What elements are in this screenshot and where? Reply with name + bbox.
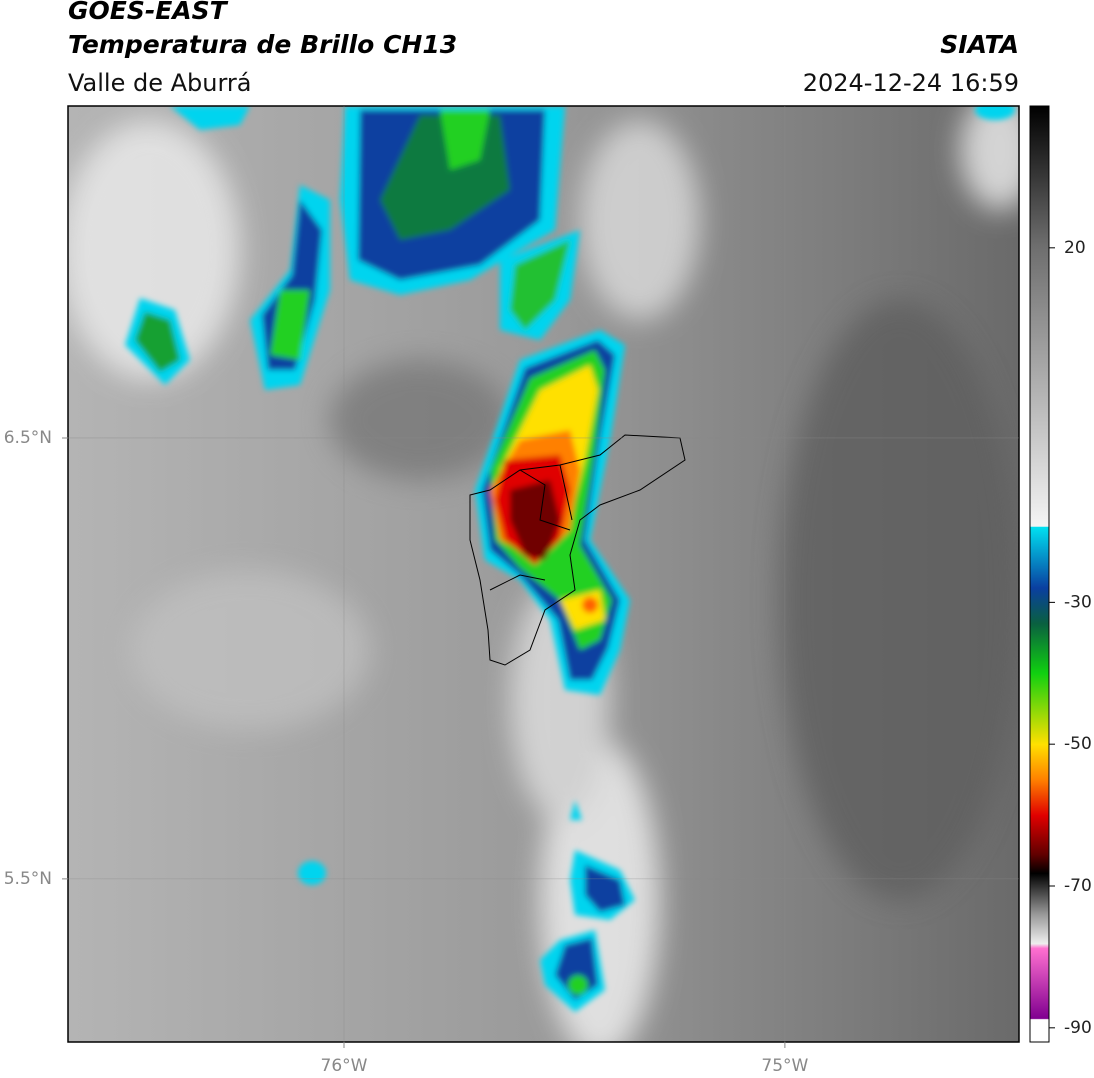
- x-tick-label: 76°W: [321, 1056, 368, 1076]
- y-tick-label: 6.5°N: [4, 428, 52, 448]
- colorbar-tick-label: -50: [1064, 734, 1092, 754]
- map-frame: [67, 105, 1020, 1043]
- source: SIATA: [940, 30, 1019, 59]
- x-tick-label: 75°W: [761, 1056, 808, 1076]
- title: GOES-EAST: [68, 0, 229, 25]
- colorbar: [1029, 105, 1050, 1043]
- subtitle: Temperatura de Brillo CH13: [68, 30, 457, 59]
- axes: 76°W 75°W 6.5°N 5.5°N 20 -30 -50 -70 -90: [4, 106, 1092, 1076]
- colorbar-tick-label: -90: [1064, 1018, 1092, 1038]
- satellite-image: [68, 106, 1019, 1042]
- y-tick-label: 5.5°N: [4, 869, 52, 889]
- region: Valle de Aburrá: [68, 69, 252, 97]
- colorbar-tick-label: 20: [1064, 238, 1086, 258]
- colorbar-tick-label: -70: [1064, 876, 1092, 896]
- datetime: 2024-12-24 16:59: [803, 69, 1019, 97]
- colorbar-tick-label: -30: [1064, 592, 1092, 612]
